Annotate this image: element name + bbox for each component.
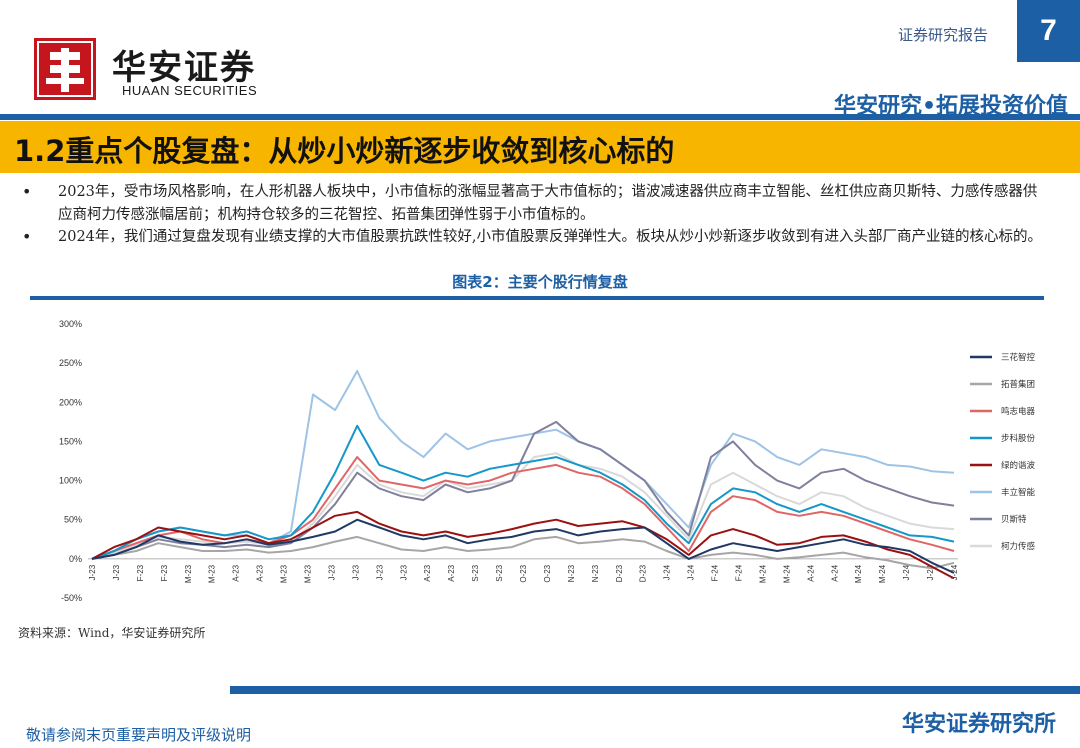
x-tick-label: A-23: [447, 564, 456, 581]
bullet-text-2024: 2024年，我们通过复盘发现有业绩支撑的大市值股票抗跌性较好,小市值股票反弹弹性…: [58, 229, 1043, 245]
x-tick-label: J-23: [375, 564, 384, 580]
legend-label: 贝斯特: [1001, 514, 1027, 525]
x-tick-label: J-23: [399, 564, 408, 580]
x-tick-label: F-24: [735, 564, 744, 581]
x-tick-label: J-23: [88, 564, 97, 580]
x-tick-label: N-23: [591, 564, 600, 582]
figure-title: 图表2：主要个股行情复盘: [452, 273, 628, 291]
bullet-marker: •: [22, 182, 32, 201]
x-tick-label: A-23: [256, 564, 265, 581]
series-line: [91, 452, 955, 560]
logo-mark-icon: [37, 41, 93, 97]
series-line: [91, 535, 955, 570]
section-title: 1.2重点个股复盘：从炒小炒新逐步收敛到核心标的: [14, 134, 675, 168]
footer-divider: [230, 686, 1080, 694]
x-tick-label: F-24: [711, 564, 720, 581]
x-tick-label: J-24: [902, 564, 911, 580]
legend-label: 步科股份: [1001, 433, 1036, 444]
legend-label: 拓普集团: [1001, 379, 1035, 390]
x-tick-label: A-24: [830, 564, 839, 581]
x-tick-label: S-23: [471, 564, 480, 581]
legend-label: 三花智控: [1001, 352, 1036, 363]
x-tick-label: F-23: [136, 564, 145, 581]
series-line: [91, 424, 955, 560]
y-tick-label: 0%: [69, 554, 82, 564]
x-tick-label: S-23: [495, 564, 504, 581]
bullet-text-2023: 2023年，受市场风格影响，在人形机器人板块中，小市值标的涨幅显著高于大市值标的…: [58, 184, 1038, 223]
x-tick-label: J-24: [926, 564, 935, 580]
source-note: 资料来源：Wind，华安证券研究所: [18, 626, 206, 640]
x-tick-label: M-24: [782, 564, 791, 583]
x-tick-label: M-23: [304, 564, 313, 583]
x-tick-label: J-23: [351, 564, 360, 580]
header-divider: [0, 114, 1080, 120]
y-tick-label: -50%: [61, 593, 82, 603]
series-line: [91, 510, 955, 580]
x-tick-label: M-23: [280, 564, 289, 583]
x-tick-label: J-24: [663, 564, 672, 580]
x-tick-label: D-23: [615, 564, 624, 582]
x-tick-label: M-24: [878, 564, 887, 583]
logo-english-name: HUAAN SECURITIES: [122, 83, 258, 98]
x-tick-label: M-23: [208, 564, 217, 583]
x-tick-label: O-23: [519, 564, 528, 582]
x-tick-label: A-23: [423, 564, 432, 581]
page-number: 7: [1017, 0, 1080, 62]
stock-performance-chart: -50% 0% 50% 100% 150% 200% 250% 300% J-23 J-23 F-…: [59, 319, 1036, 603]
legend-label: 柯力传感: [1001, 541, 1036, 552]
y-tick-label: 250%: [59, 358, 82, 368]
section-title-bar: [0, 121, 1080, 173]
x-tick-label: N-23: [567, 564, 576, 582]
x-tick-label: J-23: [327, 564, 336, 580]
x-tick-label: M-24: [854, 564, 863, 583]
footer-brand: 华安证券研究所: [901, 712, 1056, 737]
x-tick-label: O-23: [543, 564, 552, 582]
logo-mark: [34, 38, 96, 100]
report-type-label: 证券研究报告: [897, 26, 988, 44]
series-line: [91, 420, 955, 560]
figure-divider: [30, 296, 1044, 300]
legend-label: 鸣志电器: [1001, 406, 1036, 417]
legend-label: 丰立智能: [1001, 487, 1036, 498]
series-line: [91, 518, 955, 574]
x-tick-label: M-24: [758, 564, 767, 583]
x-tick-label: F-23: [160, 564, 169, 581]
y-tick-label: 150%: [59, 436, 82, 446]
y-tick-label: 300%: [59, 319, 82, 329]
x-tick-label: M-23: [184, 564, 193, 583]
series-line: [91, 370, 955, 560]
x-tick-label: J-24: [950, 564, 959, 580]
x-tick-label: J-24: [687, 564, 696, 580]
logo-chinese-name: 华安证券: [112, 48, 256, 88]
x-tick-label: J-23: [112, 564, 121, 580]
y-tick-label: 200%: [59, 397, 82, 407]
footer-disclaimer: 敬请参阅末页重要声明及评级说明: [26, 726, 252, 744]
legend-label: 绿的谐波: [1001, 460, 1036, 471]
bullet-marker: •: [22, 227, 32, 246]
x-tick-label: D-23: [639, 564, 648, 582]
x-tick-label: A-23: [232, 564, 241, 581]
y-tick-label: 50%: [64, 515, 82, 525]
y-tick-label: 100%: [59, 476, 82, 486]
x-tick-label: A-24: [806, 564, 815, 581]
